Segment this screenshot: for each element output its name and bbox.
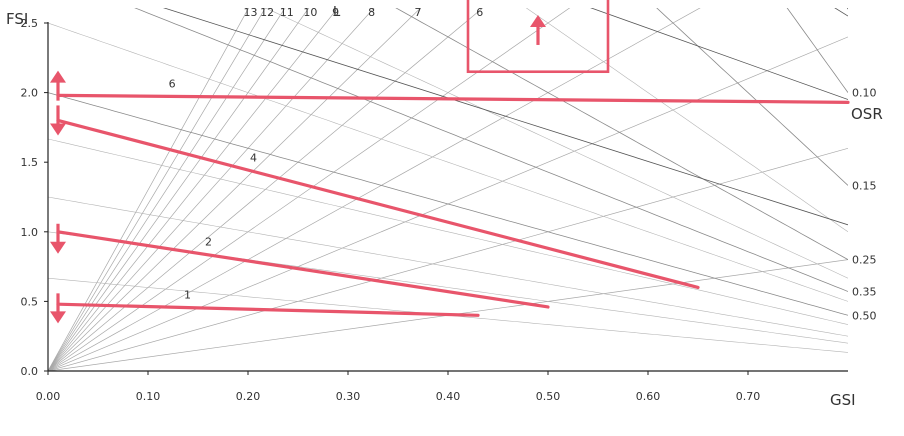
y-tick-label-1.0: 1.0 — [21, 226, 39, 239]
osr-line-0.3 — [264, 8, 848, 279]
diagonal-line-2 — [834, 8, 848, 17]
series-label-6: 6 — [169, 77, 176, 90]
layer-line-12 — [48, 8, 266, 371]
layer-label-11: 11 — [280, 6, 294, 19]
x-tick-label-0.60: 0.60 — [636, 390, 661, 403]
layer-label-12: 12 — [260, 6, 274, 19]
series-line-6 — [56, 93, 850, 104]
arrow-head — [50, 311, 66, 324]
osr-line-0.5 — [48, 92, 848, 316]
layer-label-10: 10 — [303, 6, 317, 19]
osr-line-0.6 — [48, 138, 848, 325]
arrow-head — [50, 70, 66, 83]
arrow-head — [530, 14, 546, 27]
x-axis-title: GSI — [830, 391, 856, 409]
highlight-layer — [50, 0, 850, 324]
x-tick-label-0.30: 0.30 — [336, 390, 361, 403]
diagonal-line-4 — [162, 8, 848, 226]
osr-line-0.8 — [48, 196, 848, 337]
series-line-1 — [56, 302, 480, 317]
region-box-5 — [466, 0, 610, 74]
layer-label-13: 13 — [243, 6, 257, 19]
axis-layer — [44, 22, 848, 375]
series-label-2: 2 — [205, 235, 212, 248]
osr-label-0.50: 0.50 — [852, 309, 877, 322]
arrow-head — [50, 241, 66, 254]
y-tick-label-0.0: 0.0 — [21, 365, 39, 378]
x-tick-label-0.50: 0.50 — [536, 390, 561, 403]
layer-line-4 — [48, 8, 701, 371]
osr-line-0.15 — [656, 8, 848, 186]
y-tick-label-2.0: 2.0 — [21, 87, 39, 100]
x-tick-label-0.00: 0.00 — [36, 390, 61, 403]
layer-line-11 — [48, 8, 286, 371]
layer-line-9 — [48, 8, 339, 371]
osr-line-0.35 — [134, 8, 848, 292]
series-label-4: 4 — [250, 152, 257, 165]
x-tick-label-0.20: 0.20 — [236, 390, 261, 403]
grid-layer — [48, 8, 848, 371]
arrow-down-4 — [50, 293, 66, 324]
diagonal-line-1 — [590, 8, 848, 100]
osr-label-0.15: 0.15 — [852, 179, 877, 192]
arrow-up-8 — [530, 14, 546, 45]
series-line-2 — [56, 230, 550, 309]
osr-axis-label: OSR — [851, 105, 883, 123]
layer-label-9: 9 — [332, 6, 339, 19]
arrow-down-3 — [50, 223, 66, 254]
osr-line-0.25 — [395, 8, 848, 260]
x-tick-label-0.40: 0.40 — [436, 390, 461, 403]
arrow-up-1 — [50, 70, 66, 101]
arrow-down-2 — [50, 105, 66, 136]
layer-axis-label: L — [333, 5, 341, 20]
series-label-1: 1 — [184, 289, 191, 302]
osr-line-0.4 — [48, 22, 848, 302]
layer-line-13 — [48, 8, 249, 371]
x-tick-label-0.10: 0.10 — [136, 390, 161, 403]
layer-label-6: 6 — [476, 6, 483, 19]
osr-label-0.25: 0.25 — [852, 254, 877, 267]
layer-line-7 — [48, 8, 422, 371]
arrow-head — [50, 123, 66, 136]
y-tick-label-2.5: 2.5 — [21, 17, 39, 30]
y-tick-label-1.5: 1.5 — [21, 156, 39, 169]
diagonal-line-3 — [847, 8, 848, 10]
label-layer: FSI GSI L OSR 13 12 11 10 9 8 7 60.100.150.250.… — [6, 5, 883, 409]
layer-label-8: 8 — [368, 6, 375, 19]
x-tick-label-0.70: 0.70 — [736, 390, 761, 403]
series-line-4 — [56, 118, 700, 290]
osr-line-0.2 — [525, 8, 848, 233]
y-tick-label-0.5: 0.5 — [21, 295, 39, 308]
layer-line-8 — [48, 8, 375, 371]
osr-label-0.35: 0.35 — [852, 285, 877, 298]
y-axis-title: FSI — [6, 10, 28, 28]
layer-label-7: 7 — [414, 6, 421, 19]
osr-label-0.10: 0.10 — [852, 87, 877, 100]
